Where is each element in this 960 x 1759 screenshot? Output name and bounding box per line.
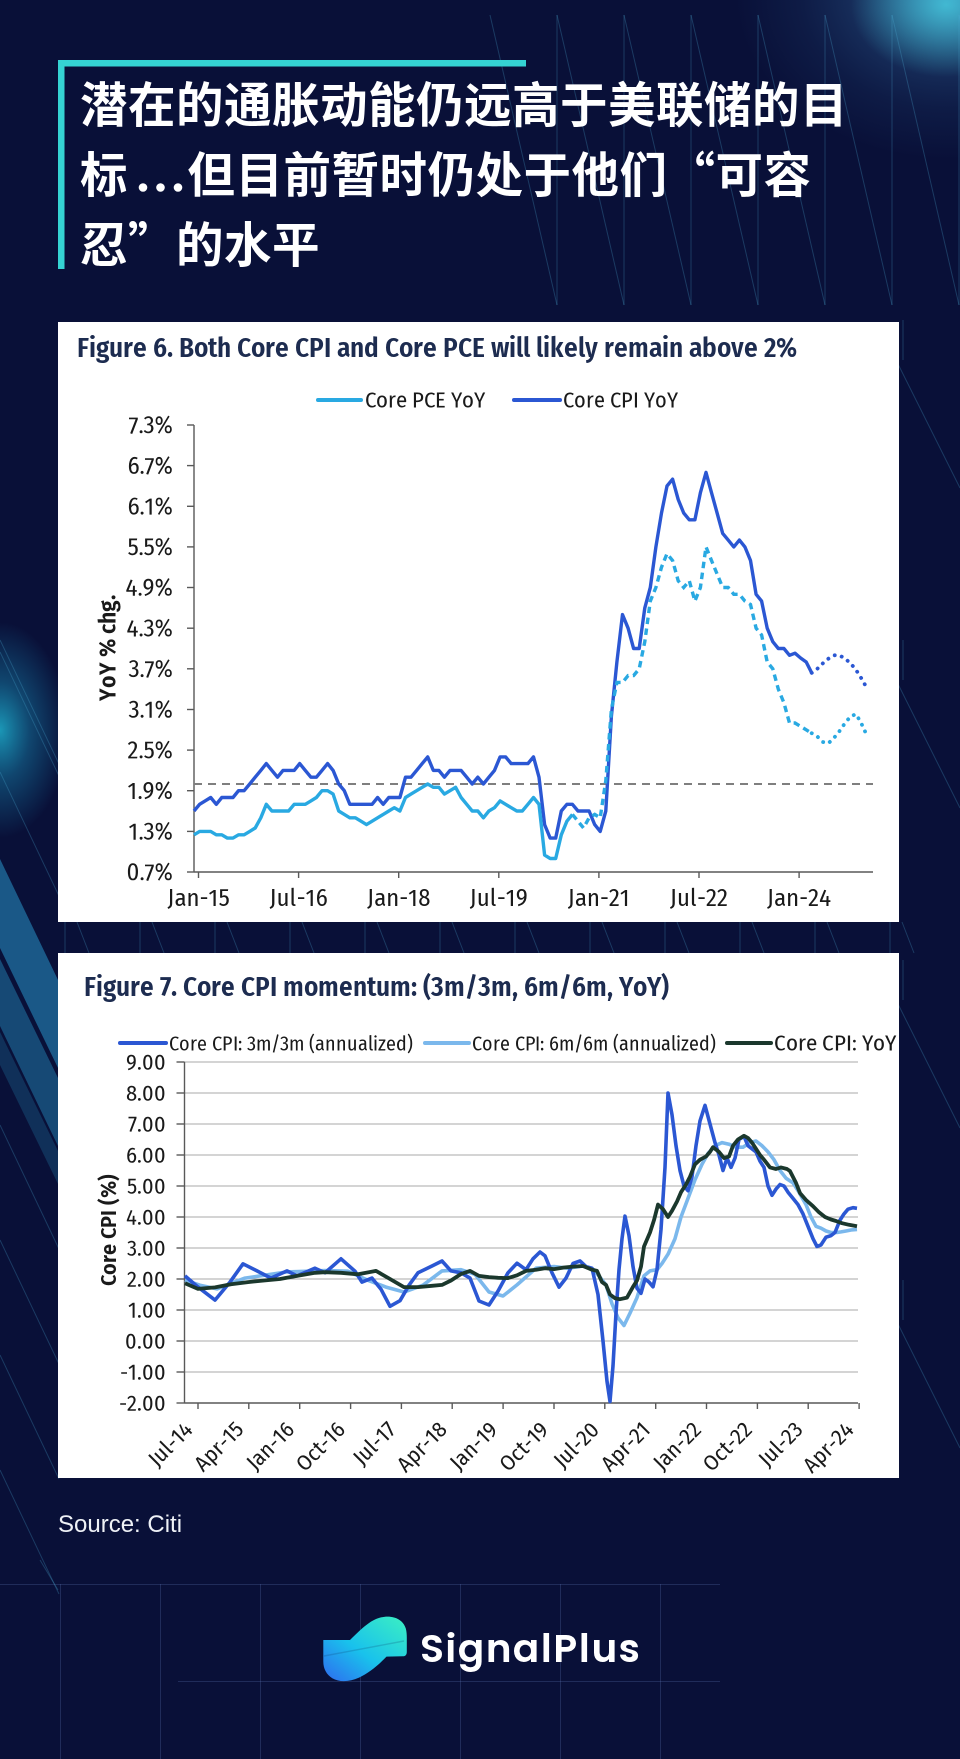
svg-text:Source: Citi: Source: Citi xyxy=(58,1511,182,1538)
